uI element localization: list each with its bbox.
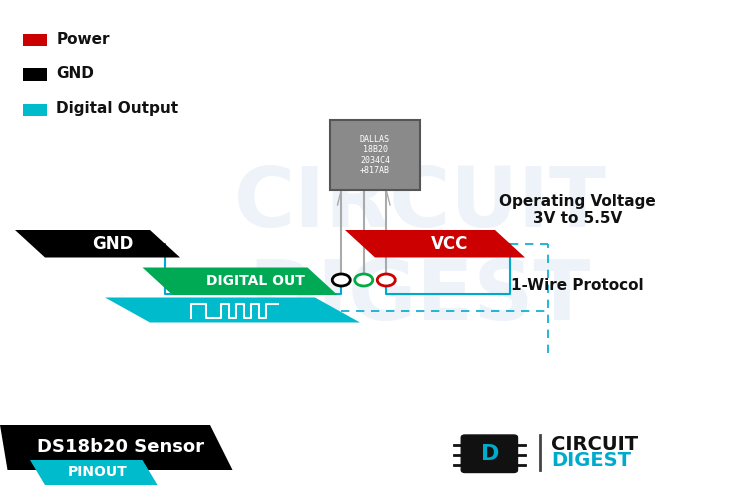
Text: DIGEST: DIGEST — [551, 452, 632, 470]
Text: DS18b20 Sensor: DS18b20 Sensor — [37, 438, 203, 456]
Polygon shape — [15, 230, 180, 258]
Text: Power: Power — [56, 32, 110, 46]
Text: DALLAS
18B20
2034C4
+817AB: DALLAS 18B20 2034C4 +817AB — [360, 135, 390, 175]
FancyBboxPatch shape — [461, 435, 518, 472]
Polygon shape — [30, 460, 158, 485]
Circle shape — [355, 274, 373, 286]
Text: 1-Wire Protocol: 1-Wire Protocol — [512, 278, 644, 292]
Circle shape — [332, 274, 350, 286]
Text: GND: GND — [56, 66, 94, 82]
Text: VCC: VCC — [431, 235, 469, 253]
FancyBboxPatch shape — [22, 34, 46, 46]
Polygon shape — [142, 268, 338, 295]
Text: CIRCUIT
DIGEST: CIRCUIT DIGEST — [233, 162, 607, 338]
Text: PINOUT: PINOUT — [68, 466, 128, 479]
Text: D: D — [481, 444, 499, 464]
FancyBboxPatch shape — [330, 120, 420, 190]
Text: Digital Output: Digital Output — [56, 102, 178, 116]
Polygon shape — [0, 425, 232, 470]
Circle shape — [377, 274, 395, 286]
Text: CIRCUIT: CIRCUIT — [551, 436, 638, 454]
Text: GND: GND — [92, 235, 134, 253]
FancyBboxPatch shape — [22, 104, 46, 116]
Polygon shape — [345, 230, 525, 258]
Text: Operating Voltage
3V to 5.5V: Operating Voltage 3V to 5.5V — [500, 194, 656, 226]
Polygon shape — [105, 298, 360, 322]
FancyBboxPatch shape — [22, 68, 46, 81]
Text: DIGITAL OUT: DIGITAL OUT — [206, 274, 304, 288]
